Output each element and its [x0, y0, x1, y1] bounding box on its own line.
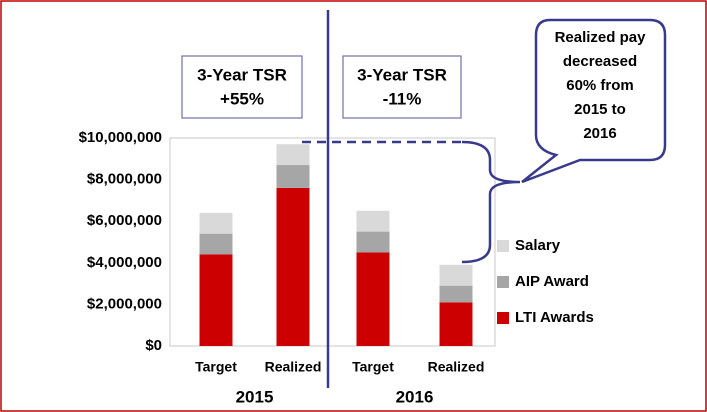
bar-segment [276, 165, 310, 188]
brace [461, 140, 521, 264]
bar-segment [276, 187, 310, 346]
bar-segment [356, 252, 390, 346]
callout-bubble [521, 18, 667, 184]
legend-label: Salary [515, 237, 561, 254]
callout-text: Realized pay [555, 29, 647, 46]
legend-swatch [497, 276, 509, 288]
bar-segment [199, 254, 233, 346]
callout-text: 2015 to [574, 101, 626, 118]
callout-text: 2016 [583, 125, 616, 142]
y-tick-label: $2,000,000 [87, 295, 162, 312]
bar-segment [439, 264, 473, 286]
annotation-text: -11% [383, 89, 422, 108]
y-tick-label: $0 [145, 337, 162, 354]
y-tick-label: $6,000,000 [87, 212, 162, 229]
callout-text: 60% from [566, 77, 634, 94]
legend-label: LTI Awards [515, 309, 594, 326]
bar-segment [439, 285, 473, 303]
bar-segment [356, 210, 390, 232]
bar-segment [439, 302, 473, 346]
bar-segment [199, 212, 233, 234]
x-tick-label: Target [195, 359, 237, 375]
group-label: 2015 [236, 387, 274, 406]
annotation-text: +55% [220, 89, 264, 108]
plot-area [169, 137, 496, 347]
x-tick-label: Realized [265, 359, 322, 375]
legend-label: AIP Award [515, 273, 589, 290]
group-label: 2016 [396, 387, 434, 406]
y-tick-label: $8,000,000 [87, 171, 162, 188]
callout-text: decreased [563, 53, 637, 70]
annotation-text: 3-Year TSR [357, 65, 447, 84]
legend-swatch [497, 240, 509, 252]
annotation-box [181, 55, 303, 119]
annotation-box [342, 55, 462, 119]
legend-swatch [497, 312, 509, 324]
bar-segment [199, 233, 233, 255]
y-tick-label: $10,000,000 [79, 129, 162, 146]
bar-segment [276, 144, 310, 166]
y-tick-label: $4,000,000 [87, 254, 162, 271]
annotation-text: 3-Year TSR [197, 65, 287, 84]
x-tick-label: Realized [428, 359, 485, 375]
bar-segment [356, 231, 390, 253]
x-tick-label: Target [352, 359, 394, 375]
